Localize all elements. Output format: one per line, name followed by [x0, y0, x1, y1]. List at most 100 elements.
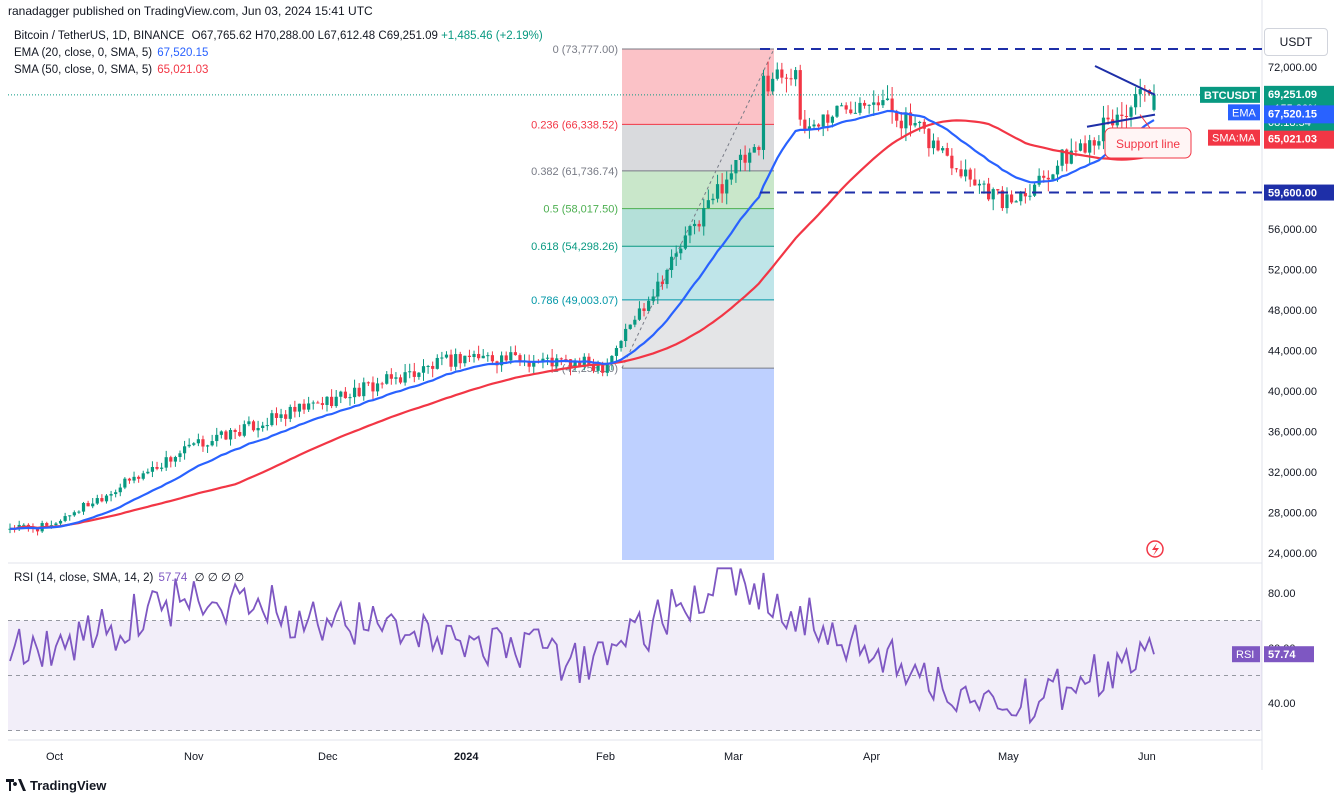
- candle-body: [876, 102, 880, 106]
- candle-body: [187, 444, 191, 447]
- price-tick-label: 48,000.00: [1268, 305, 1317, 317]
- candle-body: [454, 354, 458, 367]
- ema-legend[interactable]: EMA (20, close, 0, SMA, 5) 67,520.15: [14, 47, 208, 59]
- rsi-legend[interactable]: RSI (14, close, SMA, 14, 2) 57.74 ∅ ∅ ∅ …: [14, 570, 244, 584]
- currency-button[interactable]: USDT: [1264, 28, 1328, 56]
- candle-body: [853, 112, 857, 114]
- ohlc-high: H70,288.00: [254, 30, 315, 42]
- fib-level-label: 0.5 (58,017.50): [543, 204, 618, 216]
- symbol-tag-text: BTCUSDT: [1204, 90, 1257, 102]
- candle-body: [826, 114, 830, 123]
- support-line-label: Support line: [1116, 137, 1180, 151]
- candle-body: [481, 355, 485, 359]
- candle-body: [1046, 177, 1050, 180]
- ema-legend-value: 67,520.15: [157, 47, 209, 59]
- sma-name-tag-text: SMA:MA: [1212, 133, 1256, 145]
- candle-body: [284, 414, 288, 419]
- rsi-legend-extra: ∅ ∅ ∅ ∅: [194, 572, 245, 584]
- candle-body: [325, 396, 329, 405]
- candle-body: [761, 75, 766, 150]
- candle-body: [205, 445, 210, 447]
- candle-body: [647, 300, 651, 311]
- ohlc-close: C69,251.09: [378, 30, 438, 42]
- ema-legend-label: EMA (20, close, 0, SMA, 5): [14, 47, 153, 59]
- candle-body: [743, 154, 747, 163]
- fib-trend-line: [621, 48, 775, 369]
- candle-body: [343, 391, 347, 399]
- candle-body: [49, 525, 53, 527]
- time-tick-label: Dec: [318, 751, 338, 763]
- candle-body: [959, 169, 963, 177]
- candle-body: [977, 183, 982, 186]
- candle-body: [964, 169, 968, 177]
- candle-body: [711, 198, 715, 201]
- candle-body: [862, 102, 867, 106]
- candle-body: [890, 98, 894, 112]
- candle-body: [1129, 107, 1133, 117]
- candle-body: [68, 515, 72, 517]
- candle-body: [366, 382, 370, 384]
- candle-body: [1088, 140, 1092, 153]
- candle-body: [81, 502, 86, 512]
- candle-body: [394, 377, 398, 379]
- candle-body: [683, 235, 687, 249]
- candle-body: [45, 523, 49, 526]
- fib-zone: [622, 246, 774, 300]
- candle-body: [954, 168, 959, 170]
- candle-body: [219, 431, 223, 435]
- candle-body: [1051, 174, 1055, 180]
- ema-name-tag-text: EMA: [1232, 107, 1257, 119]
- price-tick-label: 44,000.00: [1268, 346, 1317, 358]
- candle-body: [757, 147, 761, 150]
- price-tick-label: 56,000.00: [1268, 224, 1317, 236]
- candle-body: [1065, 149, 1069, 164]
- time-tick-label: Nov: [184, 751, 204, 763]
- candle-body: [1115, 114, 1119, 126]
- candle-body: [431, 365, 435, 369]
- fib-extension-zone: [622, 368, 774, 560]
- candle-body: [100, 498, 104, 502]
- candle-body: [440, 357, 444, 359]
- fib-zone: [622, 299, 774, 369]
- candle-body: [908, 112, 913, 126]
- candle-body: [669, 256, 674, 270]
- sma-legend[interactable]: SMA (50, close, 0, SMA, 5) 65,021.03: [14, 64, 208, 76]
- time-tick-label: May: [998, 751, 1019, 763]
- candle-body: [192, 443, 196, 445]
- candle-body: [1032, 184, 1037, 196]
- candle-body: [412, 371, 416, 377]
- candle-body: [559, 358, 563, 360]
- candle-body: [1055, 165, 1060, 175]
- time-tick-label: Oct: [46, 751, 63, 763]
- candle-body: [715, 184, 720, 199]
- candle-body: [945, 148, 949, 156]
- candle-body: [821, 114, 825, 127]
- candle-body: [35, 529, 40, 532]
- candle-body: [720, 184, 724, 194]
- rsi-tick-label: 80.00: [1268, 588, 1296, 600]
- candle-body: [26, 524, 30, 527]
- candle-body: [913, 123, 917, 126]
- candle-body: [182, 446, 187, 454]
- candle-body: [109, 494, 113, 496]
- candle-body: [127, 478, 132, 481]
- sma-value-tag-text: 65,021.03: [1268, 134, 1317, 146]
- candle-body: [201, 439, 205, 447]
- tradingview-logo[interactable]: TradingView: [6, 778, 106, 793]
- ema-value-tag-bg: [1264, 105, 1334, 124]
- candle-body: [467, 355, 472, 358]
- candle-body: [169, 457, 173, 462]
- price-tick-label: 32,000.00: [1268, 467, 1317, 479]
- candle-body: [936, 140, 940, 151]
- candle-body: [564, 359, 568, 361]
- candle-body: [408, 371, 412, 373]
- candle-body: [1092, 140, 1096, 146]
- candle-body: [692, 223, 697, 227]
- price-tick-label: 52,000.00: [1268, 265, 1317, 277]
- lightning-bolt-shape: [1152, 543, 1159, 556]
- candle-body: [288, 406, 292, 419]
- candle-body: [734, 160, 738, 174]
- tradingview-logo-icon: [6, 779, 26, 791]
- candle-body: [752, 147, 756, 153]
